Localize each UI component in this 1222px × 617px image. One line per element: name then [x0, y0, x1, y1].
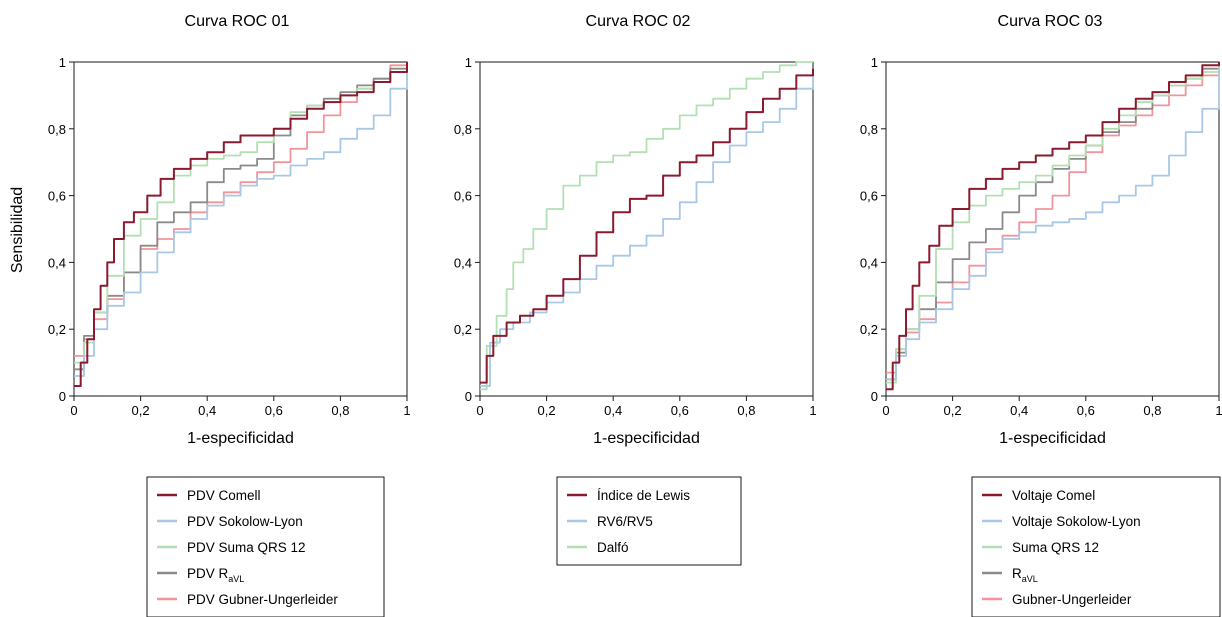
y-tick-label: 1 — [59, 55, 66, 70]
x-tick-label: 0,2 — [538, 403, 556, 418]
x-tick-label: 0,8 — [737, 403, 755, 418]
y-tick-label: 0,4 — [48, 255, 66, 270]
chart-title: Curva ROC 01 — [185, 13, 290, 30]
legend-label: Voltaje Sokolow-Lyon — [1012, 514, 1141, 529]
y-tick-label: 0,2 — [454, 322, 472, 337]
y-tick-label: 0,6 — [454, 189, 472, 204]
x-tick-label: 1 — [1215, 403, 1222, 418]
roc-chart-2: Curva ROC 02 0 0,2 0,4 0,6 0,8 1 0 0,2 0,4 0,6 0,8 1… — [454, 13, 817, 566]
roc-line-light-blue — [480, 72, 814, 387]
plot-frame — [479, 61, 814, 397]
roc-line-dark-red — [886, 62, 1220, 391]
x-tick-label: 1 — [809, 403, 816, 418]
legend-label: Gubner-Ungerleider — [1012, 592, 1132, 607]
roc-line-dark-red — [74, 62, 408, 387]
legend-box — [971, 476, 1221, 617]
y-tick-label: 0,8 — [860, 122, 878, 137]
x-axis-label: 1-especificidad — [593, 430, 700, 447]
roc-line-gray — [886, 62, 1220, 381]
roc-line-light-green — [74, 62, 408, 364]
legend-box — [146, 476, 385, 617]
roc-line-light-green — [480, 61, 813, 391]
y-tick-label: 0,2 — [860, 322, 878, 337]
x-tick-label: 0,4 — [1010, 403, 1028, 418]
x-tick-label: 0 — [70, 403, 77, 418]
y-axis-label: Sensibilidad — [9, 187, 26, 273]
legend-label: Voltaje Comel — [1012, 488, 1095, 503]
x-tick-label: 0,6 — [671, 403, 689, 418]
y-tick-label: 0,4 — [454, 255, 472, 270]
y-tick-label: 1 — [465, 55, 472, 70]
roc-line-pink — [886, 62, 1220, 374]
legend-box — [556, 476, 742, 566]
x-tick-label: 0,4 — [198, 403, 216, 418]
y-tick-label: 0 — [871, 389, 878, 404]
legend-label: RaVL — [1012, 566, 1038, 584]
legend-label: PDV Gubner-Ungerleider — [187, 592, 338, 607]
y-tick-label: 0,6 — [860, 189, 878, 204]
x-tick-label: 0 — [882, 403, 889, 418]
chart-title: Curva ROC 03 — [998, 13, 1103, 30]
y-tick-label: 1 — [871, 55, 878, 70]
legend-label: Suma QRS 12 — [1012, 540, 1099, 555]
legend-label-subscript: aVL — [1022, 574, 1038, 584]
legend-label: PDV Suma QRS 12 — [187, 540, 306, 555]
y-tick-label: 0,8 — [48, 122, 66, 137]
legend-label-main: R — [1012, 566, 1022, 581]
legend-label: PDV RaVL — [187, 566, 244, 584]
y-tick-label: 0,4 — [860, 255, 878, 270]
legend-label-subscript: aVL — [228, 574, 244, 584]
x-tick-label: 0,6 — [1077, 403, 1095, 418]
legend-label: RV6/RV5 — [597, 514, 653, 529]
x-tick-label: 0,8 — [331, 403, 349, 418]
chart-panels: Curva ROC 01 0 0,2 0,4 0,6 0,8 1 0 0,2 0,4 0,6 0,8 1… — [48, 13, 1222, 617]
x-axis-label: 1-especificidad — [187, 430, 294, 447]
roc-line-pink — [74, 62, 408, 357]
legend-label-main: PDV R — [187, 566, 229, 581]
y-tick-label: 0,8 — [454, 122, 472, 137]
x-tick-label: 0,2 — [132, 403, 150, 418]
legend-label: PDV Sokolow-Lyon — [187, 514, 303, 529]
roc-chart-3: Curva ROC 03 0 0,2 0,4 0,6 0,8 1 0 0,2 0,4 0,6 0,8 1… — [860, 13, 1222, 617]
y-tick-label: 0 — [465, 389, 472, 404]
plot-frame — [885, 61, 1220, 397]
x-tick-label: 0,8 — [1143, 403, 1161, 418]
x-axis-label: 1-especificidad — [999, 430, 1106, 447]
plot-frame — [73, 61, 408, 397]
x-tick-label: 0,2 — [944, 403, 962, 418]
x-tick-label: 0,4 — [604, 403, 622, 418]
y-tick-label: 0 — [59, 389, 66, 404]
x-tick-label: 0,6 — [265, 403, 283, 418]
roc-line-light-green — [886, 62, 1220, 384]
chart-title: Curva ROC 02 — [586, 13, 691, 30]
roc-line-dark-red — [480, 68, 814, 384]
roc-line-light-blue — [74, 72, 408, 377]
y-tick-label: 0,6 — [48, 189, 66, 204]
x-tick-label: 0 — [476, 403, 483, 418]
legend-label: PDV Comell — [187, 488, 261, 503]
x-tick-label: 1 — [403, 403, 410, 418]
legend-label: Dalfó — [597, 540, 629, 555]
roc-chart-1: Curva ROC 01 0 0,2 0,4 0,6 0,8 1 0 0,2 0,4 0,6 0,8 1… — [48, 13, 411, 617]
legend-label: Índice de Lewis — [597, 488, 690, 503]
roc-line-gray — [74, 62, 408, 371]
roc-line-light-blue — [886, 68, 1220, 381]
y-tick-label: 0,2 — [48, 322, 66, 337]
